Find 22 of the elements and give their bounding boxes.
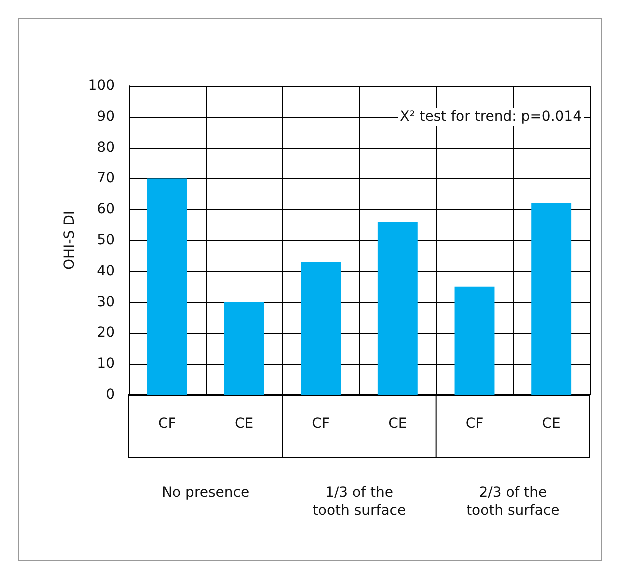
y-tick-label: 70 xyxy=(97,170,115,187)
x-tick-label: CE xyxy=(388,416,408,432)
x-tick-label: CF xyxy=(158,416,176,432)
text: 1/3 of the tooth surface xyxy=(312,485,406,519)
annotation: X² test for trend: p=0.014 xyxy=(400,109,582,125)
y-tick-label: 40 xyxy=(97,263,115,280)
y-tick-label: 30 xyxy=(97,294,115,310)
x-tick-label: CE xyxy=(542,416,561,432)
y-tick-label: 80 xyxy=(97,140,115,156)
y-tick-label: 90 xyxy=(97,108,115,125)
y-tick-label: 10 xyxy=(97,356,115,372)
y-axis-title: OHI-S DI xyxy=(62,211,78,270)
y-tick-label: 60 xyxy=(97,202,115,218)
y-tick-label: 50 xyxy=(97,232,115,248)
text: 2/3 of the tooth surface xyxy=(466,485,560,519)
text: No presence xyxy=(162,485,250,501)
y-tick-label: 20 xyxy=(97,325,115,342)
x-tick-label: CF xyxy=(312,416,330,432)
y-tick-label: 0 xyxy=(106,387,115,403)
y-tick-label: 100 xyxy=(88,78,115,94)
x-tick-label: CF xyxy=(466,416,484,432)
x-tick-label: CE xyxy=(234,416,254,432)
